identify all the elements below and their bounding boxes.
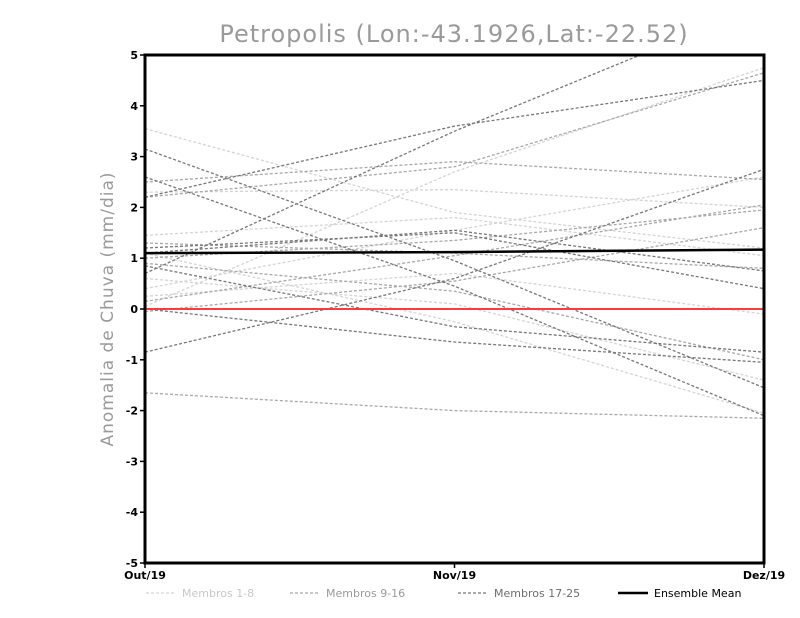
series-line-group2-4 (145, 209, 764, 259)
series-line-group1-4 (145, 277, 764, 381)
y-tick-label: 3 (130, 151, 138, 164)
series-line-group1-6 (145, 272, 764, 315)
series-line-group1-1 (145, 128, 764, 249)
legend-label-1: Membros 1-8 (182, 587, 254, 600)
series-line-group1-3 (145, 216, 764, 257)
y-axis: -5 -4 -3 -2 -1 0 1 2 3 4 5 (126, 49, 145, 570)
legend-label-4: Ensemble Mean (654, 587, 741, 600)
series-line-group3-4 (145, 232, 764, 290)
series-line-group3-7 (145, 55, 642, 275)
x-axis: Out/19 Nov/19 Dez/19 (124, 563, 785, 582)
series-line-group2-7 (145, 227, 764, 313)
series-line-group3-1 (145, 148, 764, 389)
legend-label-3: Membros 17-25 (494, 587, 580, 600)
series-line-group2-1 (145, 161, 764, 183)
y-tick-label: -4 (126, 506, 139, 519)
y-tick-label: 0 (130, 303, 138, 316)
series-line-group3-2 (145, 176, 764, 417)
chart-title: Petropolis (Lon:-43.1926,Lat:-22.52) (219, 20, 688, 48)
x-tick-label: Nov/19 (433, 569, 476, 582)
series-line-group1-7 (145, 67, 764, 308)
y-tick-label: 4 (130, 100, 138, 113)
y-tick-label: 2 (130, 201, 138, 214)
series-line-group3-6 (145, 265, 764, 353)
y-tick-label: 1 (130, 252, 138, 265)
y-tick-label: 5 (130, 49, 138, 62)
series-line-group2-5 (145, 262, 764, 361)
legend: Membros 1-8 Membros 9-16 Membros 17-25 Ense… (146, 587, 741, 600)
series-line-group2-8 (145, 392, 764, 419)
series-line-group3-9 (145, 168, 764, 353)
x-tick-label: Dez/19 (743, 569, 785, 582)
series-layer (145, 55, 764, 419)
series-line-group3-5 (145, 229, 764, 272)
series-line-group1-8 (145, 252, 764, 414)
y-tick-label: -2 (126, 405, 138, 418)
series-line-group3-8 (145, 308, 764, 363)
series-line-group2-2 (145, 72, 764, 198)
y-tick-label: -3 (126, 455, 138, 468)
legend-label-2: Membros 9-16 (326, 587, 405, 600)
series-line-group2-3 (145, 242, 764, 270)
series-line-group2-6 (145, 204, 764, 303)
series-line-group3-3 (145, 79, 764, 198)
y-tick-label: -5 (126, 557, 138, 570)
y-axis-label: Anomalia de Chuva (mm/dia) (98, 171, 118, 446)
x-tick-label: Out/19 (124, 569, 166, 582)
y-tick-label: -1 (126, 354, 138, 367)
series-line-group1-2 (145, 188, 764, 209)
mean-layer (144, 248, 765, 310)
ensemble-mean-line (144, 248, 765, 255)
